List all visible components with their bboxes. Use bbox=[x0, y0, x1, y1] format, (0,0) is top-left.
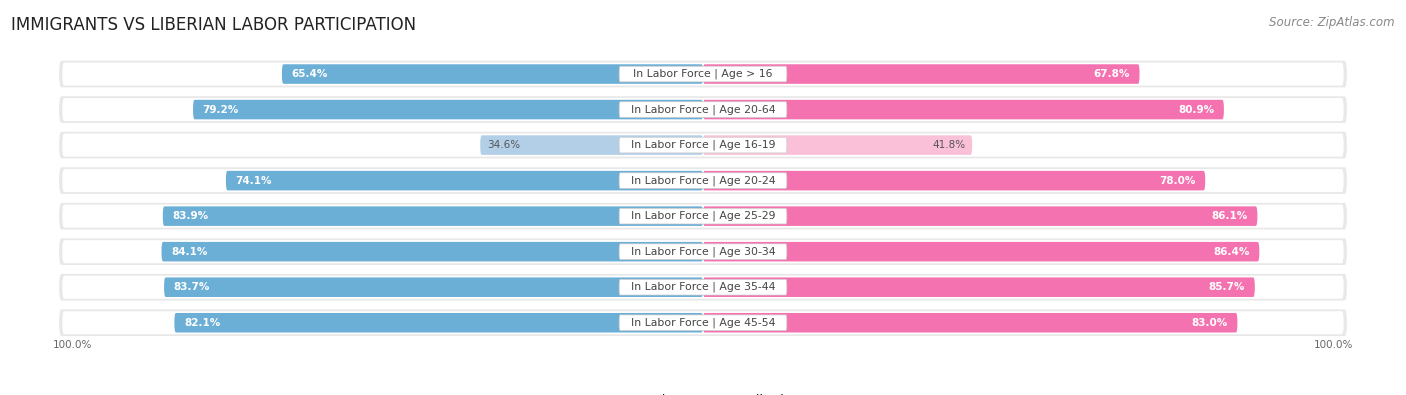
Text: 85.7%: 85.7% bbox=[1209, 282, 1246, 292]
FancyBboxPatch shape bbox=[619, 279, 787, 295]
Text: In Labor Force | Age 45-54: In Labor Force | Age 45-54 bbox=[631, 318, 775, 328]
FancyBboxPatch shape bbox=[703, 135, 972, 155]
FancyBboxPatch shape bbox=[59, 167, 1347, 194]
FancyBboxPatch shape bbox=[703, 313, 1237, 333]
FancyBboxPatch shape bbox=[619, 102, 787, 117]
FancyBboxPatch shape bbox=[703, 277, 1254, 297]
Text: 86.1%: 86.1% bbox=[1212, 211, 1247, 221]
FancyBboxPatch shape bbox=[619, 244, 787, 260]
Text: 100.0%: 100.0% bbox=[52, 340, 91, 350]
FancyBboxPatch shape bbox=[619, 66, 787, 82]
FancyBboxPatch shape bbox=[163, 206, 703, 226]
Text: 65.4%: 65.4% bbox=[291, 69, 328, 79]
FancyBboxPatch shape bbox=[174, 313, 703, 333]
FancyBboxPatch shape bbox=[162, 242, 703, 261]
Text: 79.2%: 79.2% bbox=[202, 105, 239, 115]
Text: 83.7%: 83.7% bbox=[174, 282, 209, 292]
Text: 34.6%: 34.6% bbox=[486, 140, 520, 150]
FancyBboxPatch shape bbox=[619, 315, 787, 331]
Text: 82.1%: 82.1% bbox=[184, 318, 221, 328]
Text: 83.9%: 83.9% bbox=[173, 211, 208, 221]
FancyBboxPatch shape bbox=[481, 135, 703, 155]
FancyBboxPatch shape bbox=[619, 173, 787, 188]
Text: In Labor Force | Age 35-44: In Labor Force | Age 35-44 bbox=[631, 282, 775, 292]
Text: In Labor Force | Age 20-24: In Labor Force | Age 20-24 bbox=[631, 175, 775, 186]
Text: In Labor Force | Age 20-64: In Labor Force | Age 20-64 bbox=[631, 104, 775, 115]
FancyBboxPatch shape bbox=[619, 137, 787, 153]
FancyBboxPatch shape bbox=[59, 132, 1347, 158]
FancyBboxPatch shape bbox=[62, 240, 1344, 263]
Legend: Immigrants, Liberian: Immigrants, Liberian bbox=[606, 394, 800, 395]
Text: 100.0%: 100.0% bbox=[1315, 340, 1354, 350]
FancyBboxPatch shape bbox=[193, 100, 703, 119]
FancyBboxPatch shape bbox=[59, 274, 1347, 301]
FancyBboxPatch shape bbox=[283, 64, 703, 84]
FancyBboxPatch shape bbox=[703, 206, 1257, 226]
Text: 86.4%: 86.4% bbox=[1213, 247, 1250, 257]
Text: 41.8%: 41.8% bbox=[932, 140, 966, 150]
Text: In Labor Force | Age 30-34: In Labor Force | Age 30-34 bbox=[631, 246, 775, 257]
Text: 67.8%: 67.8% bbox=[1094, 69, 1130, 79]
FancyBboxPatch shape bbox=[62, 98, 1344, 121]
FancyBboxPatch shape bbox=[703, 64, 1139, 84]
Text: IMMIGRANTS VS LIBERIAN LABOR PARTICIPATION: IMMIGRANTS VS LIBERIAN LABOR PARTICIPATI… bbox=[11, 16, 416, 34]
FancyBboxPatch shape bbox=[59, 96, 1347, 123]
Text: 80.9%: 80.9% bbox=[1178, 105, 1215, 115]
Text: 74.1%: 74.1% bbox=[236, 176, 271, 186]
Text: 78.0%: 78.0% bbox=[1159, 176, 1195, 186]
FancyBboxPatch shape bbox=[59, 238, 1347, 265]
FancyBboxPatch shape bbox=[62, 311, 1344, 334]
FancyBboxPatch shape bbox=[59, 61, 1347, 87]
FancyBboxPatch shape bbox=[62, 276, 1344, 299]
FancyBboxPatch shape bbox=[59, 203, 1347, 229]
FancyBboxPatch shape bbox=[619, 208, 787, 224]
FancyBboxPatch shape bbox=[62, 169, 1344, 192]
FancyBboxPatch shape bbox=[62, 205, 1344, 228]
Text: 83.0%: 83.0% bbox=[1191, 318, 1227, 328]
FancyBboxPatch shape bbox=[226, 171, 703, 190]
FancyBboxPatch shape bbox=[62, 134, 1344, 157]
FancyBboxPatch shape bbox=[62, 62, 1344, 86]
FancyBboxPatch shape bbox=[703, 242, 1260, 261]
FancyBboxPatch shape bbox=[703, 171, 1205, 190]
Text: In Labor Force | Age 16-19: In Labor Force | Age 16-19 bbox=[631, 140, 775, 150]
Text: 84.1%: 84.1% bbox=[172, 247, 208, 257]
Text: Source: ZipAtlas.com: Source: ZipAtlas.com bbox=[1270, 16, 1395, 29]
FancyBboxPatch shape bbox=[703, 100, 1223, 119]
FancyBboxPatch shape bbox=[165, 277, 703, 297]
Text: In Labor Force | Age 25-29: In Labor Force | Age 25-29 bbox=[631, 211, 775, 222]
FancyBboxPatch shape bbox=[59, 309, 1347, 336]
Text: In Labor Force | Age > 16: In Labor Force | Age > 16 bbox=[633, 69, 773, 79]
